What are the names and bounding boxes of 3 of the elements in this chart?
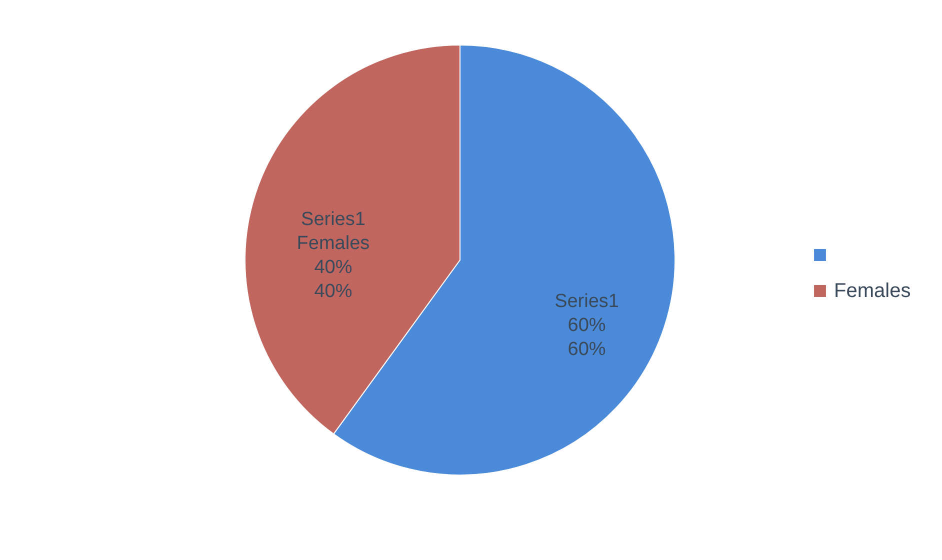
data-label: Series1 Females 40% 40% bbox=[296, 208, 370, 302]
legend-label: Females bbox=[834, 280, 911, 302]
data-label: Series1 60% 60% bbox=[554, 291, 619, 360]
